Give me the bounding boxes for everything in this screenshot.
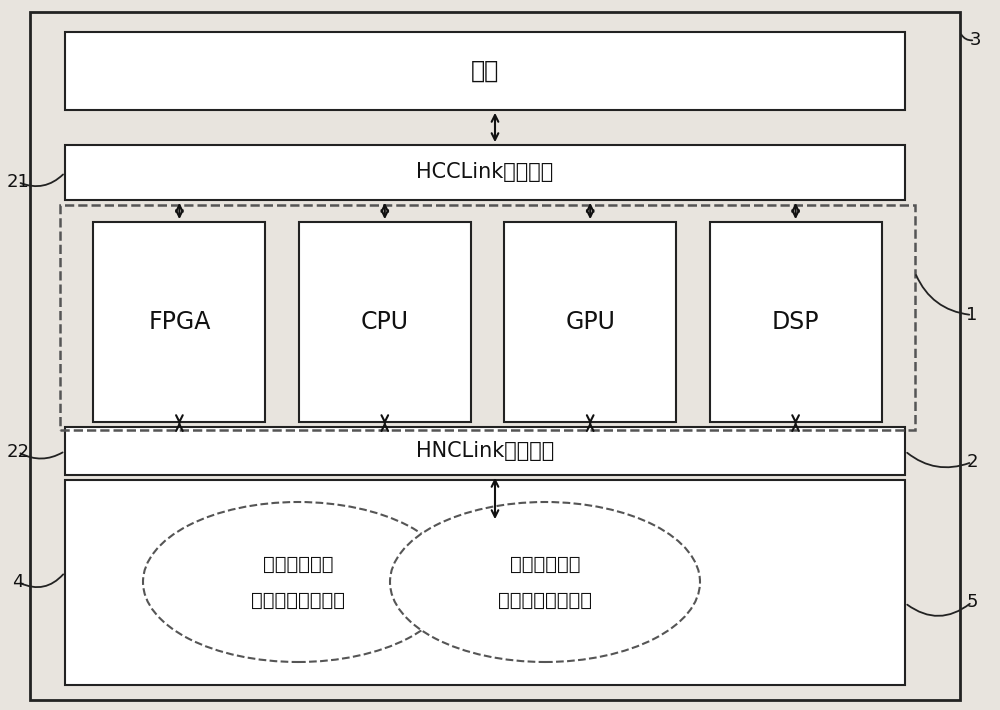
Bar [299,222,471,422]
Text: CPU: CPU [361,310,409,334]
Bar [60,205,915,430]
Text: HCCLink总线模块: HCCLink总线模块 [416,163,554,182]
Bar [65,145,905,200]
Text: HNCLink总线模块: HNCLink总线模块 [416,441,554,461]
Bar [65,480,905,685]
Text: 5: 5 [966,593,978,611]
Text: FPGA: FPGA [148,310,211,334]
Text: 数据指令输入单元: 数据指令输入单元 [251,591,345,609]
Text: 基因计算解读: 基因计算解读 [510,555,580,574]
Text: 1: 1 [966,306,978,324]
Bar [65,32,905,110]
Ellipse shape [143,502,453,662]
Text: 数据指令输入单元: 数据指令输入单元 [498,591,592,609]
Bar [710,222,882,422]
Bar [65,427,905,475]
Bar [504,222,676,422]
Text: 3: 3 [969,31,981,49]
Text: GPU: GPU [565,310,615,334]
Text: 21: 21 [7,173,29,191]
Text: 内存: 内存 [471,59,499,83]
Ellipse shape [390,502,700,662]
Text: 4: 4 [12,573,24,591]
Text: 基因计算解读: 基因计算解读 [263,555,333,574]
Bar [93,222,265,422]
Text: 2: 2 [966,453,978,471]
Text: 22: 22 [7,443,30,461]
Text: DSP: DSP [772,310,819,334]
